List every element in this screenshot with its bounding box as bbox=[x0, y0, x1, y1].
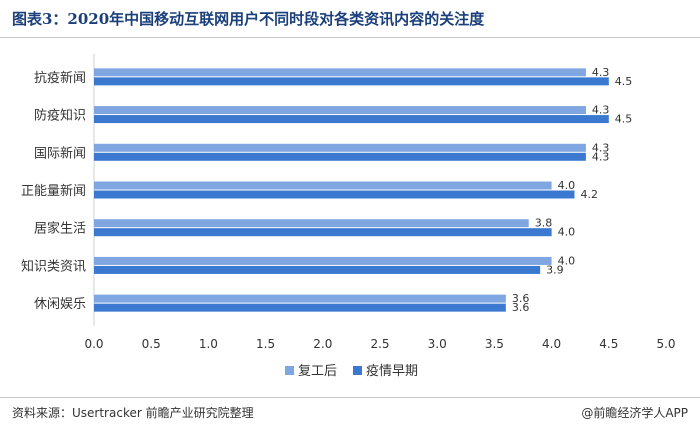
x-tick-label: 0.5 bbox=[142, 337, 161, 351]
data-label: 4.2 bbox=[580, 188, 598, 201]
x-tick-label: 5.0 bbox=[656, 337, 675, 351]
bar-yiqingzaoqi bbox=[94, 77, 609, 86]
data-label: 4.0 bbox=[558, 226, 576, 239]
bar-yiqingzaoqi bbox=[94, 303, 506, 312]
bar-fugonghou bbox=[94, 106, 586, 115]
legend-label: 复工后 bbox=[298, 364, 337, 379]
data-label: 4.0 bbox=[558, 254, 576, 267]
x-tick-label: 1.0 bbox=[199, 337, 218, 351]
data-label: 3.8 bbox=[535, 217, 553, 230]
x-tick-label: 3.5 bbox=[485, 337, 504, 351]
bar-yiqingzaoqi bbox=[94, 190, 575, 199]
category-label: 国际新闻 bbox=[34, 145, 86, 161]
bar-yiqingzaoqi bbox=[94, 228, 552, 237]
category-label: 抗疫新闻 bbox=[34, 70, 86, 86]
bar-fugonghou bbox=[94, 181, 552, 190]
chart-title: 图表3：2020年中国移动互联网用户不同时段对各类资讯内容的关注度 bbox=[12, 10, 485, 28]
bar-fugonghou bbox=[94, 294, 506, 303]
category-label: 正能量新闻 bbox=[21, 183, 86, 199]
bar-fugonghou bbox=[94, 68, 586, 77]
x-tick-label: 2.5 bbox=[370, 337, 389, 351]
data-label: 4.0 bbox=[558, 179, 576, 192]
x-tick-label: 1.5 bbox=[256, 337, 275, 351]
data-label: 4.5 bbox=[615, 75, 633, 88]
footer-divider bbox=[0, 397, 700, 398]
x-tick-label: 4.5 bbox=[599, 337, 618, 351]
bar-yiqingzaoqi bbox=[94, 152, 586, 161]
category-label: 防疫知识 bbox=[34, 108, 86, 124]
legend-swatch bbox=[285, 366, 294, 375]
data-label: 4.3 bbox=[592, 66, 610, 79]
bar-fugonghou bbox=[94, 219, 529, 228]
bar-fugonghou bbox=[94, 143, 586, 152]
x-tick-label: 0.0 bbox=[84, 337, 103, 351]
legend-swatch bbox=[353, 366, 362, 375]
category-label: 知识类资讯 bbox=[21, 258, 86, 274]
bar-yiqingzaoqi bbox=[94, 265, 541, 274]
x-tick-label: 4.0 bbox=[542, 337, 561, 351]
source-note: 资料来源：Usertracker 前瞻产业研究院整理 bbox=[12, 406, 254, 420]
brand-credit: @前瞻经济学人APP bbox=[581, 406, 688, 420]
bar-fugonghou bbox=[94, 256, 552, 265]
category-label: 居家生活 bbox=[34, 221, 86, 237]
data-label: 3.9 bbox=[546, 263, 564, 276]
legend-label: 疫情早期 bbox=[366, 363, 418, 379]
category-label: 休闲娱乐 bbox=[34, 297, 86, 312]
x-tick-label: 3.0 bbox=[428, 337, 447, 351]
title-divider bbox=[0, 37, 700, 38]
data-label: 4.3 bbox=[592, 150, 610, 163]
data-label: 4.3 bbox=[592, 141, 610, 154]
data-label: 4.5 bbox=[615, 113, 633, 126]
x-tick-label: 2.0 bbox=[313, 337, 332, 351]
data-label: 3.6 bbox=[512, 292, 529, 305]
bar-yiqingzaoqi bbox=[94, 115, 609, 124]
data-label: 3.6 bbox=[512, 301, 529, 314]
data-label: 4.3 bbox=[592, 104, 610, 117]
